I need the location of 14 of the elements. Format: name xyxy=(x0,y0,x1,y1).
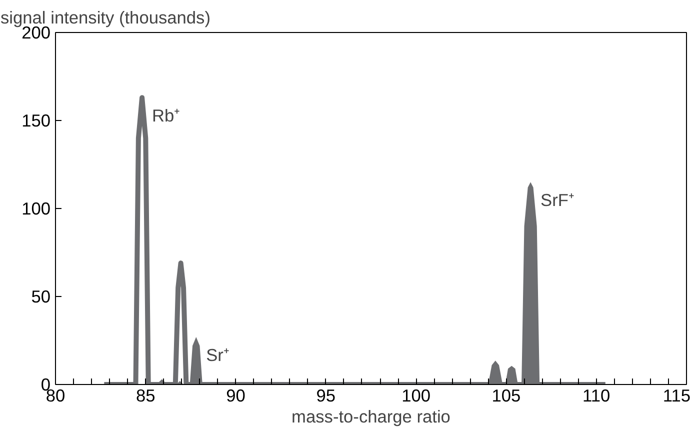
annotation: SrF⁺ xyxy=(540,190,574,210)
y-tick-label: 100 xyxy=(22,198,51,218)
y-tick-label: 50 xyxy=(31,286,51,306)
x-tick-label: 95 xyxy=(316,386,336,406)
x-tick-label: 85 xyxy=(136,386,156,406)
x-tick-label: 115 xyxy=(662,386,690,406)
x-tick-label: 90 xyxy=(226,386,246,406)
y-tick-label: 150 xyxy=(22,110,51,130)
annotation: Sr⁺ xyxy=(206,344,230,365)
x-tick-label: 100 xyxy=(402,386,431,406)
x-tick-label: 105 xyxy=(492,386,521,406)
x-axis-title: mass-to-charge ratio xyxy=(292,406,450,426)
x-tick-label: 110 xyxy=(582,386,610,406)
annotation: Rb⁺ xyxy=(152,106,180,126)
